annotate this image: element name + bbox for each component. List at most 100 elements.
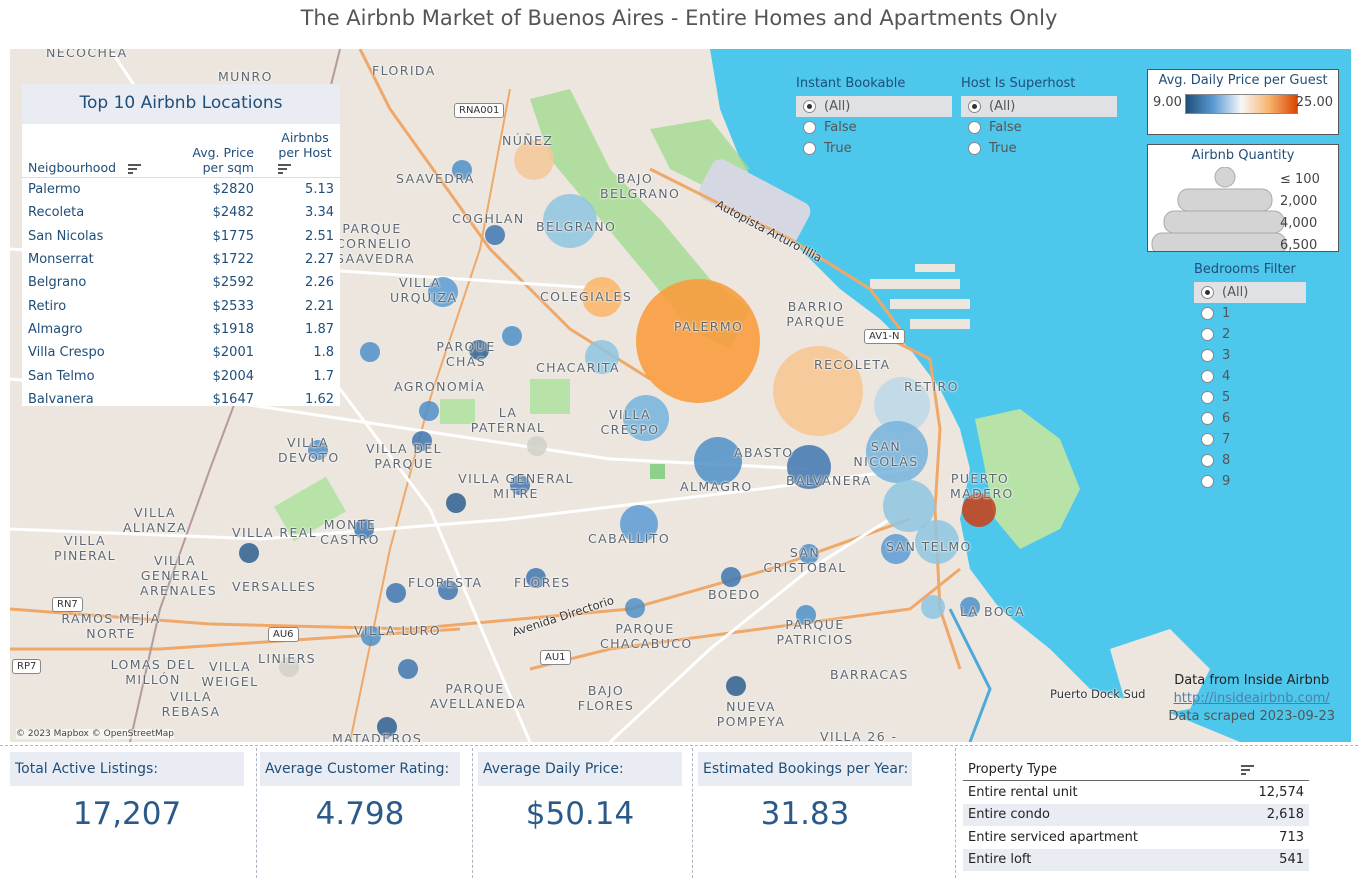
filter-option[interactable]: 7: [1194, 429, 1306, 450]
bubble-flores[interactable]: [526, 568, 546, 588]
filter-option[interactable]: 8: [1194, 450, 1306, 471]
radio-icon[interactable]: [1201, 286, 1214, 299]
radio-icon[interactable]: [1201, 433, 1214, 446]
bubble-villa-gral-mitre[interactable]: [510, 475, 530, 495]
sort-icon[interactable]: [278, 163, 291, 174]
bubble-caballito[interactable]: [620, 505, 658, 543]
sort-icon[interactable]: [128, 163, 142, 174]
bubble-small[interactable]: [502, 326, 522, 346]
radio-icon[interactable]: [803, 142, 816, 155]
bubble-colegiales[interactable]: [582, 277, 622, 317]
source-link[interactable]: http://insideairbnb.com/: [1173, 691, 1330, 706]
radio-icon[interactable]: [1201, 391, 1214, 404]
table-row[interactable]: Entire loft 541: [963, 848, 1309, 871]
radio-icon[interactable]: [803, 121, 816, 134]
bubble-liniers[interactable]: [279, 657, 299, 677]
bubble-la-boca-west[interactable]: [921, 595, 945, 619]
filter-option[interactable]: 2: [1194, 324, 1306, 345]
bubble-almagro[interactable]: [694, 437, 742, 485]
table-row[interactable]: San Telmo $2004 1.7: [22, 364, 340, 387]
bubble-san-cristobal[interactable]: [799, 544, 819, 564]
bubble-puerto-madero[interactable]: [962, 493, 996, 527]
filter-option[interactable]: True: [961, 138, 1117, 159]
bubble-floresta[interactable]: [438, 580, 458, 600]
bubble-boedo[interactable]: [721, 567, 741, 587]
table-row[interactable]: Entire rental unit 12,574: [963, 781, 1309, 804]
bubble-villa-devoto[interactable]: [308, 440, 328, 460]
filter-option[interactable]: False: [961, 117, 1117, 138]
bubble-palermo[interactable]: [636, 279, 760, 403]
table-row[interactable]: Belgrano $2592 2.26: [22, 271, 340, 294]
filter-option[interactable]: 3: [1194, 345, 1306, 366]
table-row[interactable]: Almagro $1918 1.87: [22, 318, 340, 341]
table-row[interactable]: Retiro $2533 2.21: [22, 294, 340, 317]
col-neighbourhood[interactable]: Neigbourhood: [22, 128, 162, 178]
bubble-mataderos[interactable]: [377, 717, 397, 737]
bubble-san-telmo-east[interactable]: [915, 520, 959, 564]
table-row[interactable]: Entire condo 2,618: [963, 803, 1309, 826]
bubble-monserrat[interactable]: [883, 480, 935, 532]
bubble-belgrano[interactable]: [543, 194, 597, 248]
table-row[interactable]: Villa Crespo $2001 1.8: [22, 341, 340, 364]
radio-icon[interactable]: [968, 100, 981, 113]
table-row[interactable]: Monserrat $1722 2.27: [22, 248, 340, 271]
table-row[interactable]: Palermo $2820 5.13: [22, 177, 340, 202]
bubble-villa-urquiza[interactable]: [428, 277, 458, 307]
col-avg-price[interactable]: Avg. Price per sqm: [162, 128, 260, 178]
bubble-san-nicolas[interactable]: [866, 421, 928, 483]
bubble-small[interactable]: [446, 493, 466, 513]
bubble-parque-patricios[interactable]: [796, 605, 816, 625]
bubble-small[interactable]: [398, 659, 418, 679]
bubble-la-paternal[interactable]: [527, 436, 547, 456]
bubble-nueva-pompeya[interactable]: [726, 676, 746, 696]
filter-option[interactable]: (All): [796, 96, 952, 117]
bubble-agronomia[interactable]: [419, 401, 439, 421]
bubble-villa-real[interactable]: [239, 543, 259, 563]
radio-icon[interactable]: [1201, 454, 1214, 467]
map-view[interactable]: NECOCHEA MUNRO FLORIDA NÚÑEZ SAAVEDRA BA…: [10, 49, 1351, 742]
bubble-small[interactable]: [412, 431, 432, 451]
radio-icon[interactable]: [1201, 328, 1214, 341]
bubble-small[interactable]: [386, 583, 406, 603]
radio-icon[interactable]: [803, 100, 816, 113]
bubble-villa-crespo[interactable]: [623, 395, 669, 441]
bubble-balvanera[interactable]: [787, 445, 831, 489]
radio-icon[interactable]: [968, 142, 981, 155]
bubble-saavedra[interactable]: [452, 160, 472, 180]
bubble-coghlan[interactable]: [485, 225, 505, 245]
filter-option[interactable]: 6: [1194, 408, 1306, 429]
bubble-parque-chacabuco[interactable]: [625, 598, 645, 618]
radio-icon[interactable]: [1201, 412, 1214, 425]
radio-icon[interactable]: [1201, 307, 1214, 320]
filter-option[interactable]: False: [796, 117, 952, 138]
radio-icon[interactable]: [1201, 370, 1214, 383]
filter-option[interactable]: 9: [1194, 471, 1306, 492]
bubble-layer[interactable]: [239, 140, 996, 737]
filter-option[interactable]: (All): [961, 96, 1117, 117]
filter-option[interactable]: (All): [1194, 282, 1306, 303]
bubble-small[interactable]: [360, 342, 380, 362]
table-row[interactable]: Entire serviced apartment 713: [963, 826, 1309, 849]
radio-icon[interactable]: [1201, 475, 1214, 488]
bubble-recoleta[interactable]: [773, 346, 863, 436]
filter-option[interactable]: True: [796, 138, 952, 159]
sort-icon[interactable]: [1241, 764, 1255, 775]
bubble-chacarita[interactable]: [585, 340, 619, 374]
filter-option[interactable]: 4: [1194, 366, 1306, 387]
col-airbnbs-per-host[interactable]: Airbnbs per Host: [260, 128, 340, 178]
table-row[interactable]: Recoleta $2482 3.34: [22, 201, 340, 224]
radio-icon[interactable]: [1201, 349, 1214, 362]
bubble-retiro[interactable]: [874, 377, 930, 433]
bubble-monte-castro[interactable]: [354, 519, 374, 539]
bubble-villa-luro[interactable]: [361, 626, 381, 646]
table-row[interactable]: San Nicolas $1775 2.51: [22, 225, 340, 248]
radio-icon[interactable]: [968, 121, 981, 134]
property-type-header[interactable]: Property Type: [963, 759, 1228, 781]
table-row[interactable]: Balvanera $1647 1.62: [22, 388, 340, 411]
bubble-nunez[interactable]: [514, 140, 554, 180]
bubble-la-boca[interactable]: [960, 597, 980, 617]
bubble-parque-chas[interactable]: [469, 340, 489, 360]
filter-option[interactable]: 5: [1194, 387, 1306, 408]
bubble-san-telmo[interactable]: [881, 534, 911, 564]
filter-option[interactable]: 1: [1194, 303, 1306, 324]
